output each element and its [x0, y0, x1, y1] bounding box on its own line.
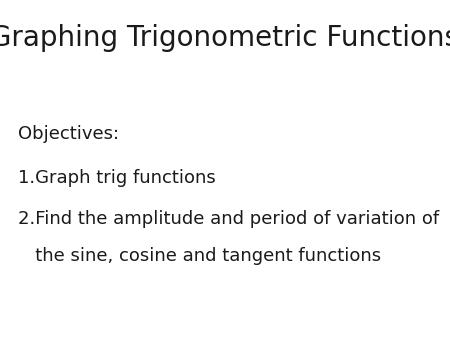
- Text: 1.Graph trig functions: 1.Graph trig functions: [18, 169, 216, 187]
- Text: the sine, cosine and tangent functions: the sine, cosine and tangent functions: [18, 247, 381, 265]
- Text: Graphing Trigonometric Functions: Graphing Trigonometric Functions: [0, 24, 450, 52]
- Text: 2.Find the amplitude and period of variation of: 2.Find the amplitude and period of varia…: [18, 210, 439, 227]
- Text: Objectives:: Objectives:: [18, 125, 119, 143]
